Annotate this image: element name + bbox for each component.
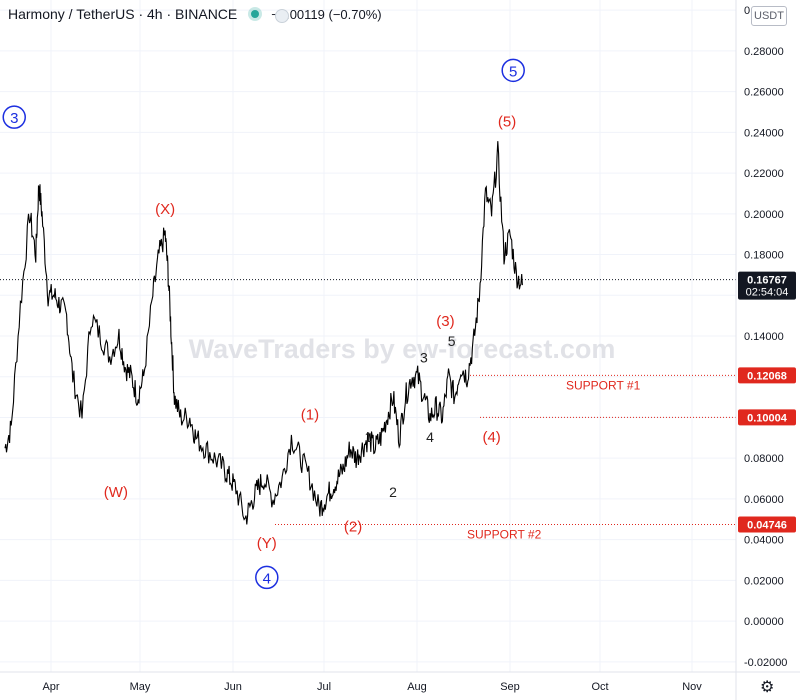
wave-label: (Y) bbox=[257, 535, 277, 552]
symbol-title[interactable]: Harmony / TetherUS · 4h · BINANCE bbox=[8, 6, 238, 22]
price-tag-label: 0.12068 bbox=[747, 370, 787, 382]
wave-circle bbox=[255, 565, 279, 590]
currency-button[interactable]: USDT bbox=[751, 6, 787, 26]
wave-label: 4 bbox=[426, 429, 434, 445]
gear-icon[interactable]: ⚙ bbox=[760, 679, 775, 696]
x-tick-label: Sep bbox=[500, 681, 520, 693]
wave-label: (1) bbox=[301, 406, 319, 423]
price-tag bbox=[738, 516, 796, 533]
wave-circle bbox=[2, 105, 26, 129]
wave-label: (2) bbox=[344, 518, 362, 535]
y-tick-label: 0.08000 bbox=[744, 453, 784, 465]
wave-label: 1 bbox=[365, 429, 373, 445]
time-axis[interactable]: Apr May Jun Jul Aug Sep Oct Nov bbox=[42, 681, 702, 693]
price-axis[interactable]: 0.300000.280000.260000.240000.220000.200… bbox=[744, 5, 787, 669]
price-tag-label: 0.16767 bbox=[747, 275, 787, 287]
x-tick-label: Oct bbox=[591, 681, 608, 693]
x-tick-label: Jun bbox=[224, 681, 242, 693]
x-tick-label: Aug bbox=[407, 681, 427, 693]
y-tick-label: 0.02000 bbox=[744, 575, 784, 587]
price-tag-label: 0.10004 bbox=[747, 412, 788, 424]
watermark-text: WaveTraders by ew-forecast.com bbox=[189, 334, 616, 364]
support-label: SUPPORT #1 bbox=[566, 378, 641, 392]
price-series-line bbox=[4, 141, 523, 525]
price-tag bbox=[738, 271, 796, 300]
x-tick-label: Apr bbox=[42, 681, 59, 693]
y-tick-label: 0.24000 bbox=[744, 127, 784, 139]
x-tick-label: Nov bbox=[682, 681, 702, 693]
wave-label: 5 bbox=[448, 333, 456, 349]
y-tick-label: -0.02000 bbox=[744, 657, 787, 669]
y-tick-label: 0.28000 bbox=[744, 46, 784, 58]
y-tick-label: 0.18000 bbox=[744, 250, 784, 262]
support-label: SUPPORT #2 bbox=[467, 527, 542, 541]
y-tick-label: 0.20000 bbox=[744, 209, 784, 221]
wave-circle bbox=[501, 58, 525, 83]
price-change: −0.00119 (−0.70%) bbox=[271, 6, 382, 22]
countdown-label: 02:54:04 bbox=[746, 287, 789, 299]
y-tick-label: 0.04000 bbox=[744, 535, 784, 547]
y-tick-label: 0.22000 bbox=[744, 168, 784, 180]
price-tag bbox=[738, 367, 796, 384]
y-tick-label: 0.00000 bbox=[744, 616, 784, 628]
x-tick-label: Jul bbox=[317, 681, 331, 693]
harmony-logo-icon bbox=[275, 9, 289, 23]
price-tag bbox=[738, 409, 796, 426]
chart-header: Harmony / TetherUS · 4h · BINANCE −0.001… bbox=[8, 6, 382, 22]
wave-label: (X) bbox=[155, 201, 175, 218]
wave-label: (5) bbox=[498, 113, 516, 130]
wave-label: 4 bbox=[263, 570, 271, 587]
wave-label: 3 bbox=[420, 349, 428, 365]
y-tick-label: 0.14000 bbox=[744, 331, 784, 343]
y-tick-label: 0.06000 bbox=[744, 494, 784, 506]
wave-label: (W) bbox=[104, 484, 128, 501]
x-tick-label: May bbox=[130, 681, 151, 693]
wave-label: 3 bbox=[10, 110, 18, 127]
wave-label: 5 bbox=[509, 63, 517, 80]
wave-label: (4) bbox=[482, 429, 500, 446]
market-status-icon bbox=[251, 10, 260, 18]
wave-label: (3) bbox=[436, 313, 454, 330]
price-tag-label: 0.04746 bbox=[747, 519, 787, 531]
wave-label: 2 bbox=[389, 484, 397, 500]
y-tick-label: 0.26000 bbox=[744, 87, 784, 99]
